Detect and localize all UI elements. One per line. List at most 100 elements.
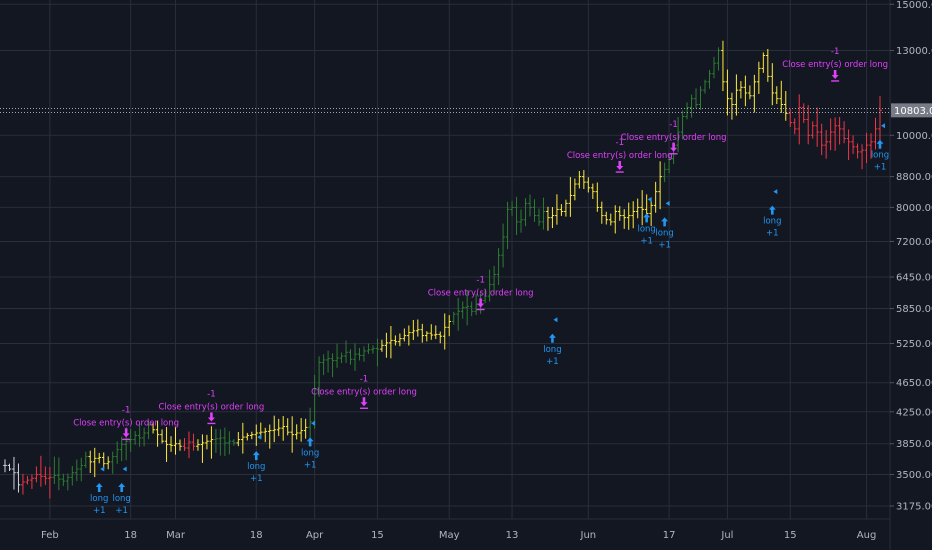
ohlc-bar: [788, 108, 793, 127]
signal-qty: +1: [640, 236, 653, 246]
price-axis-label: 4250.00: [896, 407, 932, 418]
ohlc-bar: [12, 456, 16, 490]
ohlc-bar: [164, 427, 169, 462]
ohlc-bar: [3, 459, 7, 473]
ohlc-bar: [456, 298, 461, 331]
time-axis[interactable]: Feb 18 Mar 18 Apr 15 May 13 Jun 17 Jul 15 Aug: [41, 530, 876, 541]
ohlc-bar: [613, 205, 618, 234]
time-axis-label: 15: [371, 530, 384, 541]
price-axis-label: 4650.00: [896, 378, 932, 389]
price-axis-label: 5250.00: [896, 339, 932, 350]
signal-qty: +1: [93, 506, 106, 516]
time-axis-label: 18: [124, 530, 137, 541]
ohlc-bar: [501, 223, 505, 268]
ohlc-bar: [685, 102, 689, 120]
long-entry-signal: long +1: [247, 434, 265, 484]
price-axis-label: 6450.00: [896, 272, 932, 283]
ohlc-bar: [218, 429, 223, 456]
long-entry-signal: long +1: [301, 420, 319, 470]
arrow-down-icon: [207, 412, 215, 422]
price-axis[interactable]: 3175.00 3500.00 3850.00 4250.00 4650.00 5250.…: [890, 0, 932, 513]
ohlc-bar: [227, 431, 232, 455]
arrow-down-icon: [831, 69, 839, 79]
ohlc-bar: [290, 416, 294, 453]
grid: [0, 0, 890, 519]
ohlc-bar: [362, 346, 366, 362]
time-axis-label: May: [439, 530, 460, 541]
ohlc-bar: [730, 92, 734, 120]
ohlc-bar: [698, 86, 703, 110]
ohlc-bar: [810, 121, 815, 139]
signal-label: long: [543, 345, 561, 355]
ohlc-bar: [393, 335, 398, 346]
ohlc-bar: [182, 438, 187, 451]
long-entry-signal: long +1: [112, 466, 131, 516]
ohlc-bar: [541, 197, 546, 230]
ohlc-bar: [353, 343, 357, 371]
arrow-down-icon: [670, 142, 678, 152]
ohlc-bar: [819, 123, 824, 156]
ohlc-bar: [792, 118, 797, 135]
arrow-down-icon: [616, 161, 624, 171]
ohlc-bar: [622, 209, 627, 229]
price-axis-label: 3850.00: [896, 439, 932, 450]
time-axis-label: Jun: [580, 530, 597, 541]
ohlc-bar: [842, 121, 846, 144]
ohlc-bar: [591, 183, 595, 199]
ohlc-bar: [128, 428, 133, 452]
long-entry-signal: long +1: [871, 123, 889, 173]
ohlc-bar: [61, 473, 66, 487]
ohlc-bar: [245, 432, 250, 441]
signal-qty: +1: [250, 474, 263, 484]
ohlc-bar: [734, 74, 739, 116]
ohlc-bar: [411, 319, 416, 341]
ohlc-bar: [573, 178, 577, 201]
ohlc-bar: [465, 290, 469, 326]
price-axis-label: 8800.00: [896, 172, 932, 183]
ohlc-bar: [766, 48, 770, 82]
ohlc-bar: [178, 439, 182, 451]
ohlc-bar: [707, 69, 712, 89]
price-axis-label: 15000.00: [896, 0, 932, 11]
arrow-up-icon: [118, 483, 126, 493]
ohlc-bar: [783, 91, 788, 121]
price-axis-label: 10000.00: [896, 131, 932, 142]
ohlc-bar: [474, 293, 478, 316]
ohlc-bar: [308, 407, 312, 441]
ohlc-bar: [703, 79, 707, 94]
ohlc-bar: [424, 331, 429, 342]
entry-marker-icon: [647, 196, 652, 202]
ohlc-bar: [43, 466, 48, 485]
signal-qty: -1: [207, 389, 215, 399]
ohlc-bar: [335, 343, 339, 368]
signal-label: long: [637, 224, 655, 234]
ohlc-bar: [483, 289, 487, 304]
ohlc-bar: [442, 313, 447, 350]
ohlc-bar: [48, 467, 52, 499]
close-signal: Close entry(s) order long -1: [567, 138, 673, 173]
signal-label: Close entry(s) order long: [159, 402, 265, 412]
signal-label: long: [655, 228, 673, 238]
ohlc-bar: [604, 211, 609, 225]
ohlc-bar: [375, 338, 380, 367]
signal-qty: +1: [658, 240, 671, 250]
ohlc-bar: [66, 473, 70, 491]
ohlc-bar: [106, 456, 111, 470]
arrow-down-icon: [477, 298, 485, 308]
long-entry-signal: long +1: [763, 189, 781, 239]
ohlc-bar: [74, 459, 79, 482]
ohlc-bar: [447, 315, 452, 337]
ohlc-bar: [667, 153, 671, 173]
close-signal: Close entry(s) order long -1: [73, 405, 179, 441]
ohlc-bar: [757, 61, 761, 94]
ohlc-bar: [209, 426, 214, 459]
long-entry-signal: long +1: [637, 196, 656, 246]
ohlc-bar: [187, 431, 191, 459]
ohlc-bar: [537, 208, 541, 226]
ohlc-bar: [438, 331, 443, 344]
ohlc-bar: [146, 420, 151, 440]
ohlc-bar: [317, 356, 321, 397]
ohlc-bar: [505, 201, 510, 250]
